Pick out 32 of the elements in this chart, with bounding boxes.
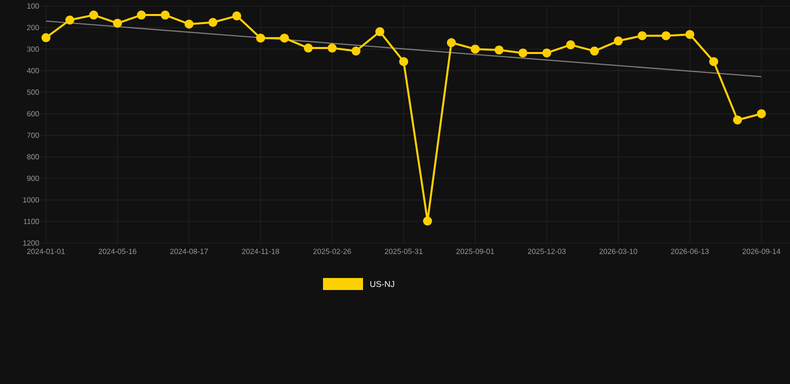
- point: [304, 44, 313, 53]
- point: [590, 46, 599, 56]
- point: [518, 48, 528, 58]
- point: [136, 10, 146, 20]
- point: [351, 46, 360, 56]
- point: [160, 10, 170, 20]
- point: [614, 36, 623, 46]
- point: [494, 45, 504, 54]
- point: [756, 109, 766, 118]
- point: [232, 11, 242, 20]
- point: [399, 57, 408, 66]
- point: [638, 31, 647, 40]
- point: [542, 48, 552, 58]
- point: [113, 18, 122, 28]
- point: [423, 216, 432, 226]
- point: [41, 33, 50, 42]
- point: [208, 18, 218, 27]
- point: [446, 38, 456, 48]
- point: [685, 30, 694, 39]
- point: [280, 34, 289, 43]
- point: [662, 31, 670, 40]
- point: [89, 10, 98, 20]
- point: [328, 44, 337, 53]
- point: [375, 27, 384, 36]
- point: [256, 34, 266, 43]
- legend-label: US-NJ: [370, 280, 394, 288]
- point: [733, 115, 742, 124]
- point: [65, 16, 74, 25]
- point: [566, 40, 576, 50]
- point: [470, 44, 480, 54]
- point: [184, 20, 194, 29]
- point: [709, 57, 718, 66]
